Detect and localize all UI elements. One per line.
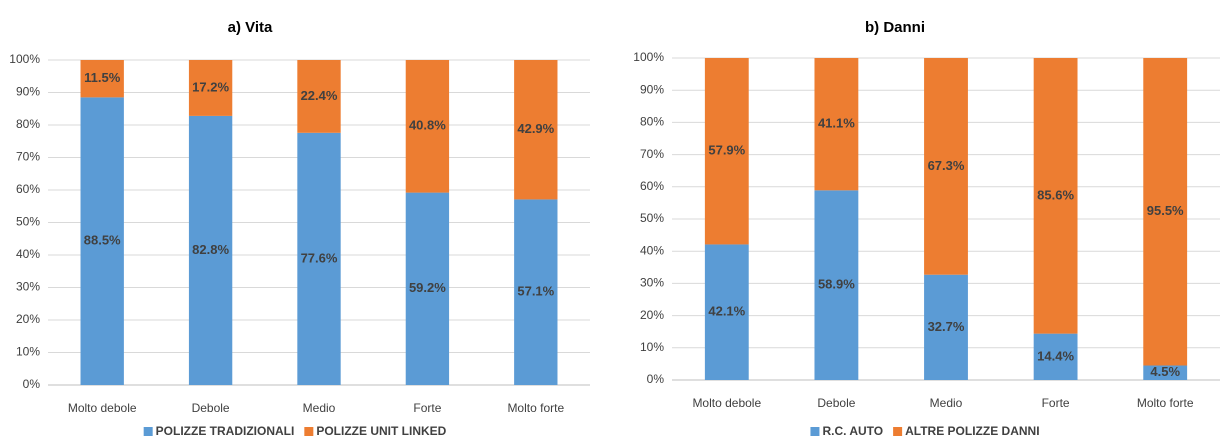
bar-segment [188, 115, 233, 386]
data-label: 82.8% [192, 242, 229, 257]
x-tick-label: Molto forte [1137, 396, 1194, 410]
data-label: 14.4% [1037, 348, 1074, 363]
x-tick-label: Molto debole [692, 396, 761, 410]
legend-swatch [143, 427, 153, 436]
chart-title: a) Vita [228, 19, 273, 36]
x-tick-label: Debole [817, 396, 855, 410]
y-tick-label: 30% [640, 276, 664, 290]
bar-segment [704, 58, 749, 245]
data-label: 59.2% [409, 280, 446, 295]
x-tick-label: Forte [1042, 396, 1070, 410]
bar-segment [297, 132, 341, 385]
y-tick-label: 80% [16, 117, 40, 131]
x-tick-label: Debole [192, 401, 230, 415]
y-tick-label: 20% [16, 312, 40, 326]
legend-label: R.C. AUTO [822, 424, 883, 438]
bar-segment [297, 60, 341, 133]
x-tick-label: Molto forte [507, 401, 564, 415]
data-label: 42.1% [708, 304, 745, 319]
bar-segment [1033, 333, 1078, 380]
legend-label: POLIZZE TRADIZIONALI [156, 424, 295, 438]
x-tick-label: Medio [303, 401, 336, 415]
legend-swatch [810, 427, 820, 436]
y-tick-label: 70% [640, 147, 664, 161]
y-tick-label: 40% [640, 243, 664, 257]
bar-segment [814, 58, 859, 191]
bar-segment [1143, 365, 1188, 380]
y-tick-label: 50% [640, 211, 664, 225]
data-label: 32.7% [928, 319, 965, 334]
y-tick-label: 80% [640, 115, 664, 129]
bar-segment [405, 192, 450, 385]
data-label: 95.5% [1147, 203, 1184, 218]
legend-label: POLIZZE UNIT LINKED [316, 424, 446, 438]
x-tick-label: Molto debole [68, 401, 137, 415]
data-label: 57.9% [708, 143, 745, 158]
bar-segment [924, 274, 968, 380]
x-tick-label: Forte [413, 401, 441, 415]
bar-segment [80, 60, 124, 98]
data-label: 4.5% [1150, 364, 1180, 379]
y-tick-label: 50% [16, 215, 40, 229]
data-label: 85.6% [1037, 187, 1074, 202]
bar-segment [514, 199, 558, 385]
y-tick-label: 20% [640, 308, 664, 322]
data-label: 77.6% [301, 250, 338, 265]
legend-label: ALTRE POLIZZE DANNI [905, 424, 1039, 438]
y-tick-label: 0% [23, 377, 41, 391]
bar-segment [814, 190, 859, 380]
legend: R.C. AUTO ALTRE POLIZZE DANNI [810, 424, 1040, 438]
y-tick-label: 30% [16, 280, 40, 294]
legend: POLIZZE TRADIZIONALI POLIZZE UNIT LINKED [143, 424, 447, 438]
y-tick-label: 0% [647, 372, 665, 386]
y-tick-label: 90% [640, 82, 664, 96]
data-label: 42.9% [517, 121, 554, 136]
data-label: 40.8% [409, 118, 446, 133]
y-tick-label: 40% [16, 247, 40, 261]
chart-title: b) Danni [865, 19, 925, 36]
bar-segment [80, 97, 124, 385]
y-tick-label: 60% [640, 179, 664, 193]
bar-segment [1033, 58, 1078, 334]
bar-segment [1143, 58, 1188, 366]
y-tick-label: 70% [16, 150, 40, 164]
data-label: 17.2% [192, 79, 229, 94]
y-tick-label: 100% [9, 52, 40, 66]
data-label: 58.9% [818, 277, 855, 292]
bar-segment [405, 60, 450, 193]
bar-segment [924, 58, 968, 275]
y-tick-label: 90% [16, 85, 40, 99]
y-tick-label: 10% [16, 345, 40, 359]
data-label: 88.5% [84, 233, 121, 248]
y-tick-label: 100% [633, 50, 664, 64]
bar-segment [514, 60, 558, 200]
data-label: 11.5% [84, 70, 121, 85]
legend-swatch [304, 427, 314, 436]
y-tick-label: 60% [16, 182, 40, 196]
data-label: 57.1% [517, 284, 554, 299]
data-label: 67.3% [928, 158, 965, 173]
bar-segment [188, 60, 233, 116]
data-label: 41.1% [818, 116, 855, 131]
x-tick-label: Medio [930, 396, 963, 410]
y-tick-label: 10% [640, 340, 664, 354]
bar-segment [704, 244, 749, 380]
legend-swatch [893, 427, 903, 436]
data-label: 22.4% [301, 88, 338, 103]
